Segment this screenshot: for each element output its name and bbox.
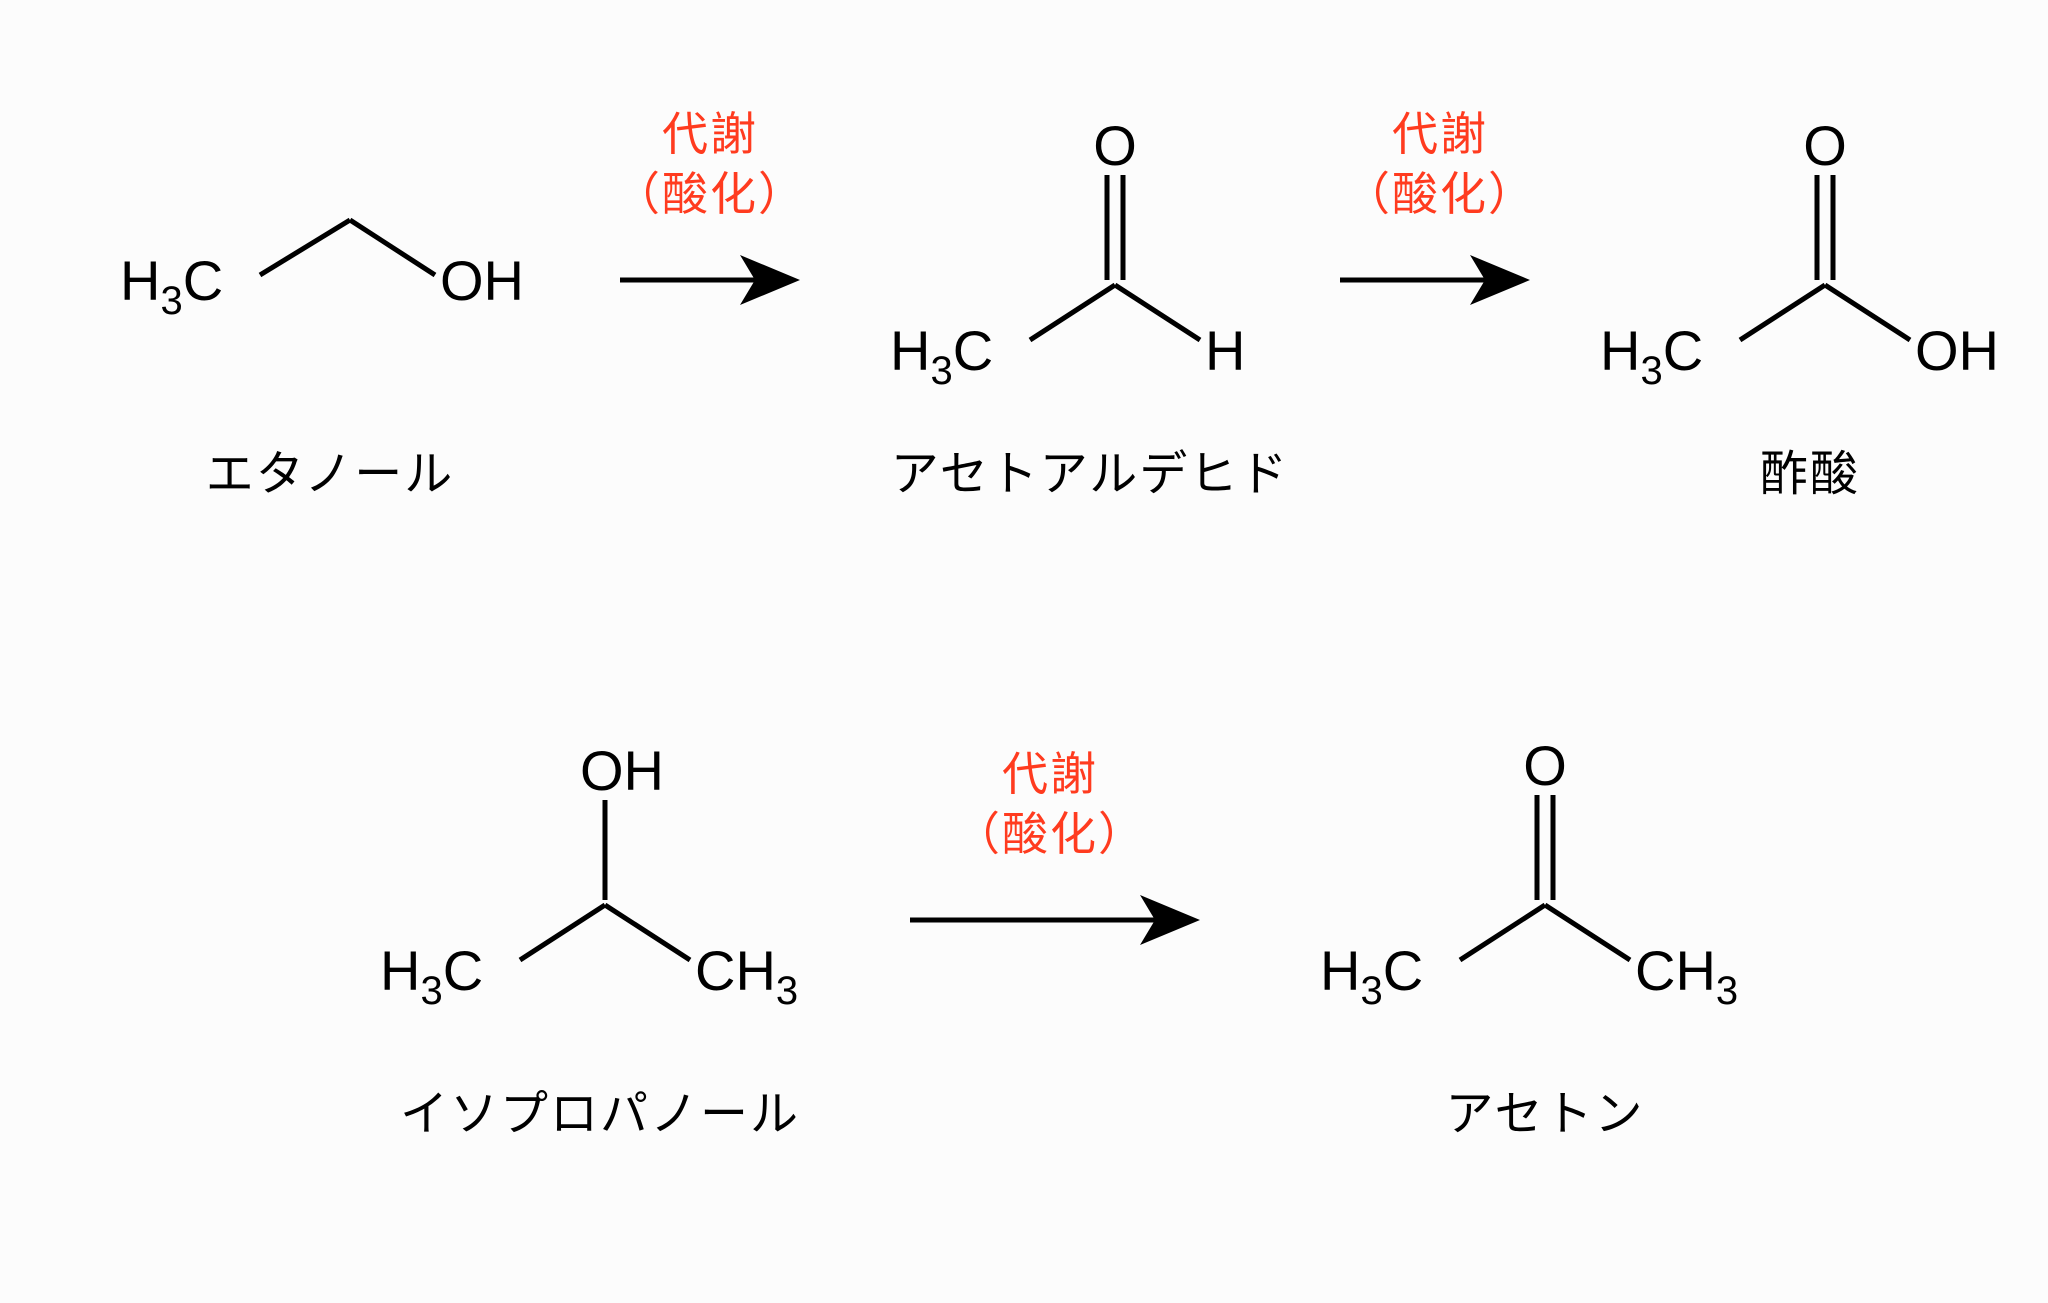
atom-label: OH: [580, 739, 664, 802]
atom-label: CH3: [1635, 939, 1738, 1013]
molecule-acetaldehyde: H3C H O アセトアルデヒド: [890, 114, 1289, 501]
reaction-arrow-2: 代謝 （酸化）: [1340, 108, 1536, 280]
arrow-annotation: 代謝: [1002, 748, 1098, 800]
molecule-acetone: H3C CH3 O アセトン: [1320, 734, 1738, 1141]
atom-label: O: [1523, 734, 1567, 797]
atom-label: OH: [1915, 319, 1999, 382]
atom-label: O: [1803, 114, 1847, 177]
arrow-annotation: 代謝: [662, 108, 758, 160]
atom-label: H3C: [380, 939, 483, 1013]
atom-label: CH3: [695, 939, 798, 1013]
atom-label: H3C: [890, 319, 993, 393]
molecule-isopropanol: H3C CH3 OH イソプロパノール: [380, 739, 800, 1141]
atom-label: H3C: [1320, 939, 1423, 1013]
arrow-annotation: （酸化）: [614, 168, 806, 220]
reaction-arrow-3: 代謝 （酸化）: [910, 748, 1190, 920]
arrow-annotation: （酸化）: [1344, 168, 1536, 220]
arrow-annotation: 代謝: [1392, 108, 1488, 160]
atom-label: H3C: [120, 249, 223, 323]
molecule-name: イソプロパノール: [400, 1088, 800, 1141]
atom-label: O: [1093, 114, 1137, 177]
atom-label: H3C: [1600, 319, 1703, 393]
arrow-annotation: （酸化）: [954, 808, 1146, 860]
molecule-name: アセトアルデヒド: [891, 448, 1290, 501]
molecule-name: 酢酸: [1760, 448, 1860, 501]
molecule-ethanol: H3C OH エタノール: [120, 220, 524, 501]
molecule-name: エタノール: [206, 448, 455, 501]
reaction-arrow-1: 代謝 （酸化）: [614, 108, 806, 280]
atom-label: H: [1205, 319, 1245, 382]
molecule-acetic-acid: H3C OH O 酢酸: [1600, 114, 1999, 501]
molecule-name: アセトン: [1445, 1088, 1644, 1141]
atom-label: OH: [440, 249, 524, 312]
